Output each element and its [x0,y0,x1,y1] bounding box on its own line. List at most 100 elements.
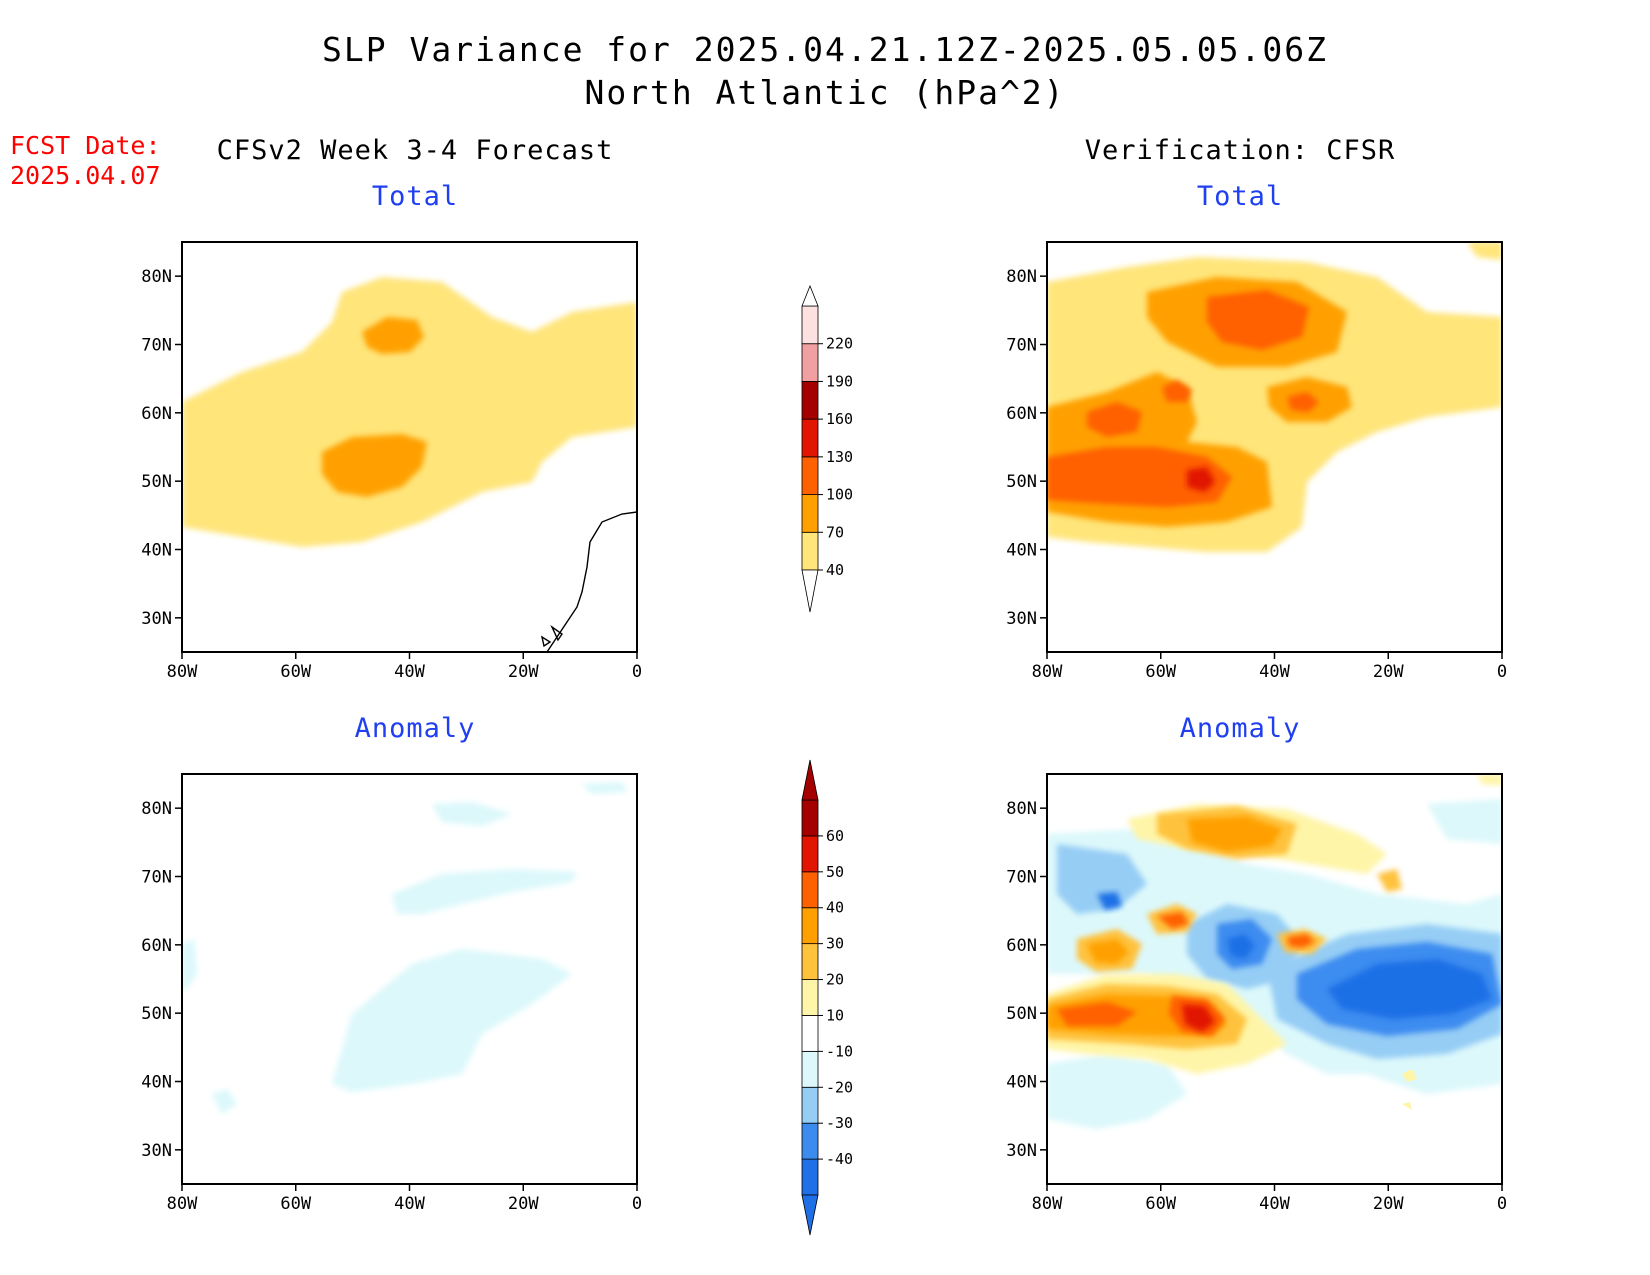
colorbar-swatch [801,835,819,873]
verification-total-map [1047,242,1502,552]
lat-tick-label: 80N [1006,267,1037,287]
verification-column-title: Verification: CFSR [1084,135,1396,166]
lat-tick-label: 40N [141,1073,172,1093]
colorbar-swatch [801,305,819,345]
colorbar-tick-label: -30 [826,1114,853,1132]
lon-tick-label: 80W [167,662,198,682]
lat-tick-label: 30N [1006,609,1037,629]
colorbar-swatch [801,907,819,945]
lon-tick-label: 60W [1145,662,1176,682]
lon-tick-label: 0 [1497,662,1507,682]
colorbar-swatch [801,494,819,533]
lat-tick-label: 30N [141,1141,172,1161]
lon-tick-label: 0 [1497,1194,1507,1214]
colorbar-tick-label: 60 [826,827,844,845]
colorbar-tick-label: 40 [826,561,844,579]
verification-anomaly-axes: 80N 70N 60N 50N 40N 30N 80W 60W 40W 20W 0 [1006,773,1507,1214]
lat-tick-label: 30N [141,609,172,629]
colorbar-swatch [801,1122,819,1160]
forecast-anomaly-map [182,782,627,1114]
colorbar-tick-label: 50 [826,863,844,881]
lat-tick-label: 70N [1006,868,1037,888]
verification-total-title: Total [1196,181,1284,212]
colorbar-swatch [801,531,819,571]
lon-tick-label: 60W [280,662,311,682]
colorbar-swatch [801,1086,819,1124]
lat-tick-label: 60N [1006,936,1037,956]
colorbar-top-cap [801,284,819,307]
forecast-anomaly-axes: 80N 70N 60N 50N 40N 30N 80W 60W 40W 20W 0 [141,773,642,1214]
colorbar-swatch [801,943,819,980]
lat-tick-label: 70N [1006,336,1037,356]
lon-tick-label: 80W [1032,1194,1063,1214]
lon-tick-label: 0 [632,1194,642,1214]
lat-tick-label: 50N [141,472,172,492]
colorbar-tick-label: 30 [826,935,844,953]
lat-tick-label: 80N [1006,799,1037,819]
forecast-anomaly-title: Anomaly [354,713,476,744]
verification-total-axes: 80N 70N 60N 50N 40N 30N 80W 60W 40W 20W 0 [1006,241,1507,682]
lat-tick-label: 80N [141,267,172,287]
lon-tick-label: 60W [280,1194,311,1214]
chart-subtitle: North Atlantic (hPa^2) [584,73,1066,112]
lat-tick-label: 60N [141,936,172,956]
colorbar-swatch [801,343,819,382]
lat-tick-label: 80N [141,799,172,819]
fcst-date-value: 2025.04.07 [10,161,161,190]
lat-tick-label: 50N [1006,1004,1037,1024]
lon-tick-label: 20W [1373,662,1404,682]
lon-tick-label: 40W [1259,662,1290,682]
colorbar-tick-label: -20 [826,1078,853,1096]
colorbar-tick-label: 100 [826,486,853,504]
lat-tick-label: 70N [141,868,172,888]
lon-tick-label: 40W [394,1194,425,1214]
lon-tick-label: 20W [508,662,539,682]
colorbar-swatch [801,799,819,837]
colorbar-swatch [801,1158,819,1196]
lon-tick-label: 60W [1145,1194,1176,1214]
colorbar-tick-label: 220 [826,335,853,353]
anomaly-colorbar: -40 -30 -20 -10 10 20 30 40 50 60 [801,759,853,1236]
lon-tick-label: 40W [1259,1194,1290,1214]
colorbar-tick-label: 10 [826,1006,844,1024]
colorbar-tick-label: 160 [826,410,853,428]
verification-anomaly-map [1047,774,1502,1129]
verification-anomaly-title: Anomaly [1179,713,1301,744]
forecast-total-map [182,277,638,653]
colorbar-tick-label: 20 [826,971,844,989]
lon-tick-label: 80W [1032,662,1063,682]
lat-tick-label: 30N [1006,1141,1037,1161]
lon-tick-label: 20W [1373,1194,1404,1214]
colorbar-swatch [801,418,819,458]
lat-tick-label: 40N [1006,1073,1037,1093]
lon-tick-label: 40W [394,662,425,682]
colorbar-tick-label: -40 [826,1150,853,1168]
colorbar-top-cap [801,759,819,801]
lat-tick-label: 70N [141,336,172,356]
lat-tick-label: 50N [1006,472,1037,492]
lat-tick-label: 50N [141,1004,172,1024]
fcst-date-label: FCST Date: [10,131,161,160]
lat-tick-label: 40N [1006,541,1037,561]
colorbar-bottom-cap [801,1194,819,1236]
lon-tick-label: 20W [508,1194,539,1214]
colorbar-swatch [801,1015,819,1052]
colorbar-bottom-cap [801,569,819,613]
lat-tick-label: 60N [1006,404,1037,424]
forecast-total-axes: 80N 70N 60N 50N 40N 30N 80W 60W 40W 20W 0 [141,241,642,682]
colorbar-tick-label: -10 [826,1042,853,1060]
colorbar-tick-label: 70 [826,523,844,541]
lon-tick-label: 0 [632,662,642,682]
lat-tick-label: 60N [141,404,172,424]
colorbar-swatch [801,456,819,495]
colorbar-tick-label: 40 [826,899,844,917]
chart-title: SLP Variance for 2025.04.21.12Z-2025.05.… [322,30,1328,69]
lon-tick-label: 80W [167,1194,198,1214]
total-colorbar: 40 70 100 130 160 190 220 [801,284,853,613]
lat-tick-label: 40N [141,541,172,561]
colorbar-tick-label: 190 [826,372,853,390]
forecast-total-title: Total [371,181,459,212]
colorbar-tick-label: 130 [826,448,853,466]
forecast-column-title: CFSv2 Week 3-4 Forecast [216,135,614,166]
